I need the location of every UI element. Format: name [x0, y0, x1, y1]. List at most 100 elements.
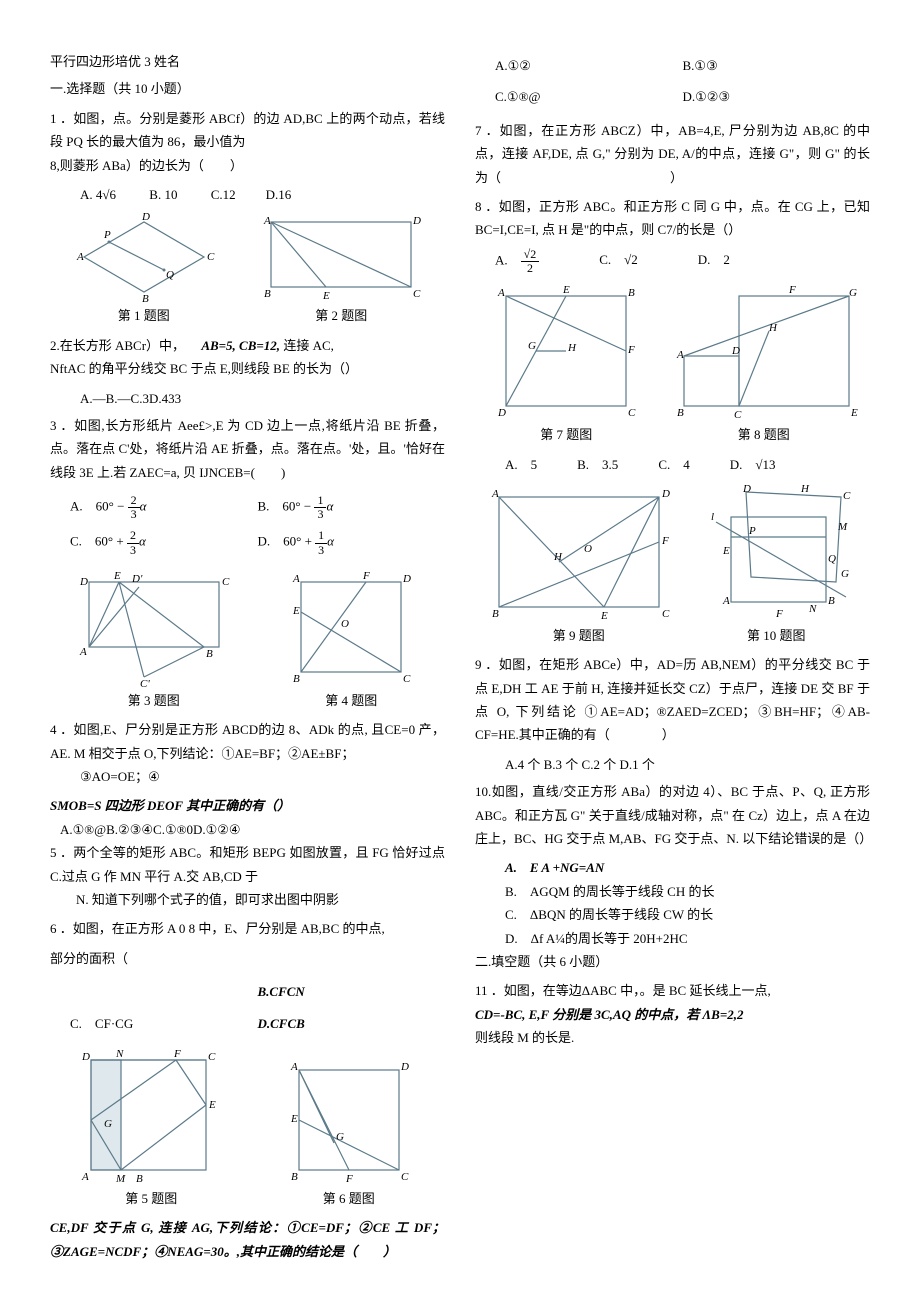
svg-text:G: G	[336, 1131, 344, 1143]
question-7: 7 ．如图，在正方形 ABCZ）中，AB=4,E, 尸分别为边 AB,8C 的中…	[475, 119, 870, 189]
svg-text:P: P	[103, 229, 111, 241]
svg-text:G: G	[849, 287, 857, 299]
q1-opt-a: A. 4√6	[80, 183, 116, 206]
svg-text:N: N	[808, 603, 817, 615]
svg-text:l: l	[711, 511, 714, 523]
q6b-opt-b: B.①③	[683, 50, 871, 81]
svg-text:C: C	[208, 1051, 216, 1063]
q6-options: B.CFCN C. CF·CG D.CFCB	[50, 976, 445, 1039]
q3-opt-b: B. 60° − 13α	[258, 490, 446, 525]
svg-text:A: A	[676, 349, 684, 361]
q3c-suf: α	[139, 534, 146, 549]
svg-text:F: F	[775, 608, 783, 620]
q5-t2: N. 知道下列哪个式子的值，即可求出图中阴影	[50, 892, 339, 907]
fig1-caption: 第 1 题图	[118, 304, 170, 327]
q11-t3: 则线段 M 的长是.	[475, 1030, 574, 1045]
figure-9-rect: AD HOF BEC	[484, 482, 674, 622]
svg-text:O: O	[341, 618, 349, 630]
q6-t2: 部分的面积（	[50, 947, 445, 970]
q1-options: A. 4√6 B. 10 C.12D.16	[50, 183, 445, 206]
q6b-opt-a: A.①②	[495, 50, 683, 81]
svg-text:E: E	[562, 284, 570, 296]
question-6: 6 ．如图，在正方形 A 0 8 中，E、尸分别是 AB,BC 的中点,	[50, 917, 445, 940]
figure-3-fold: DED' CAB C'	[74, 567, 234, 687]
svg-text:E: E	[322, 290, 330, 302]
q1-opt-d: D.16	[266, 183, 292, 206]
q4-t3: SMOB=S 四边形 DEOF 其中正确的有（）	[50, 794, 445, 817]
svg-text:G: G	[104, 1118, 112, 1130]
svg-text:B: B	[492, 608, 499, 620]
q3a-pre: A. 60° −	[70, 499, 128, 514]
q3c-num: 2	[127, 529, 139, 543]
svg-text:F: F	[788, 284, 796, 296]
q8a-den: 2	[521, 262, 540, 275]
q10a-t: A. E A +NG=AN	[505, 860, 604, 875]
svg-text:H: H	[567, 342, 577, 354]
q3c-den: 3	[127, 544, 139, 557]
q8-opt-row1: A. √22 C. √2 D. 2	[475, 248, 870, 275]
q6b-label: B.CFCN	[258, 984, 305, 999]
svg-text:E: E	[208, 1099, 216, 1111]
figure-5-rect-overlap: D N F C E G A MB	[76, 1045, 226, 1185]
svg-text:G: G	[528, 340, 536, 352]
svg-text:A: A	[491, 488, 499, 500]
svg-text:D: D	[81, 1051, 90, 1063]
q3-opt-d: D. 60° + 13α	[258, 525, 446, 560]
q9-options: A.4 个 B.3 个 C.2 个 D.1 个	[475, 753, 870, 776]
question-2: 2.在长方形 ABCr）中， AB=5, CB=12, 连接 AC, NftAC…	[50, 334, 445, 381]
q2-l1c: 连接 AC,	[283, 338, 334, 353]
svg-text:C: C	[403, 673, 411, 685]
fig5-caption: 第 5 题图	[125, 1187, 177, 1210]
svg-text:C: C	[662, 608, 670, 620]
q3d-den: 3	[315, 544, 327, 557]
svg-text:B: B	[136, 1173, 143, 1185]
q4-t1: 4 ．如图,E、尸分别是正方形 ABCD的边 8、ADk 的点, 且CE=0 产…	[50, 722, 445, 760]
q8-opt-d: D. 2	[698, 248, 730, 275]
fig9-caption: 第 9 题图	[553, 624, 605, 647]
q10-options: A. E A +NG=AN B. AGQM 的周长等于线段 CH 的长 C. Δ…	[475, 856, 870, 950]
q3b-den: 3	[314, 508, 326, 521]
fig3-caption: 第 3 题图	[128, 689, 180, 712]
q8o-a: A. 5	[505, 453, 537, 476]
svg-text:C: C	[413, 288, 421, 300]
q10-opt-c: C. ΔBQN 的周长等于线段 CW 的长	[505, 903, 870, 926]
q2-l1b: AB=5, CB=12,	[201, 338, 280, 353]
svg-text:C': C'	[140, 678, 150, 687]
q4-options: A.①®@B.②③④C.①®0D.①②④	[50, 818, 445, 841]
figure-7-square: AEB GH F DC	[486, 281, 646, 421]
svg-text:N: N	[115, 1048, 124, 1060]
svg-text:C: C	[401, 1171, 409, 1183]
svg-text:E: E	[113, 570, 121, 582]
svg-text:Q: Q	[166, 269, 174, 281]
svg-text:C: C	[628, 407, 636, 419]
fig7-caption: 第 7 题图	[540, 423, 592, 446]
svg-text:B: B	[828, 595, 835, 607]
question-9: 9 ．如图，在矩形 ABCe）中，AD=历 AB,NEM）的平分线交 BC 于点…	[475, 653, 870, 747]
svg-text:B: B	[142, 293, 149, 302]
q1-text1: 1 ．如图，点。分别是菱形 ABCf）的边 AD,BC 上的两个动点，若线段 P…	[50, 111, 445, 149]
svg-text:C: C	[207, 251, 215, 263]
svg-text:A: A	[292, 573, 300, 585]
q8-opt-c: C. √2	[599, 248, 638, 275]
svg-text:F: F	[173, 1048, 181, 1060]
svg-text:D: D	[661, 488, 670, 500]
question-1: 1 ．如图，点。分别是菱形 ABCf）的边 AD,BC 上的两个动点，若线段 P…	[50, 107, 445, 177]
fig4-caption: 第 4 题图	[325, 689, 377, 712]
q8o-b: B. 3.5	[577, 453, 618, 476]
figure-row-3-4: DED' CAB C' 第 3 题图 AFD OE BC 第 4 题图	[50, 567, 445, 712]
question-10: 10.如图，直线/交正方形 ABa）的对边 4）、BC 于点、P、Q, 正方形 …	[475, 780, 870, 850]
q10-opt-a: A. E A +NG=AN	[505, 856, 870, 879]
q6b-text: CE,DF 交于点 G, 连接 AG,下列结论：①CE=DF；②CE 工 DF；…	[50, 1220, 445, 1258]
q10-opt-d: D. Δf A¼的周长等于 20H+2HC	[505, 927, 870, 950]
q4-t2: ③AO=OE；④	[50, 769, 160, 784]
svg-text:A: A	[497, 287, 505, 299]
svg-text:D: D	[402, 573, 411, 585]
figure-row-5-6: D N F C E G A MB 第 5 题图 A D E G B F C 第 6 题图	[50, 1045, 445, 1210]
fig6-caption: 第 6 题图	[323, 1187, 375, 1210]
q10-opt-b: B. AGQM 的周长等于线段 CH 的长	[505, 880, 870, 903]
svg-text:A: A	[81, 1171, 89, 1183]
svg-text:M: M	[115, 1173, 126, 1185]
svg-text:A: A	[263, 215, 271, 227]
svg-text:H: H	[800, 483, 810, 495]
q6-opt-d: D.CFCB	[258, 1008, 446, 1039]
